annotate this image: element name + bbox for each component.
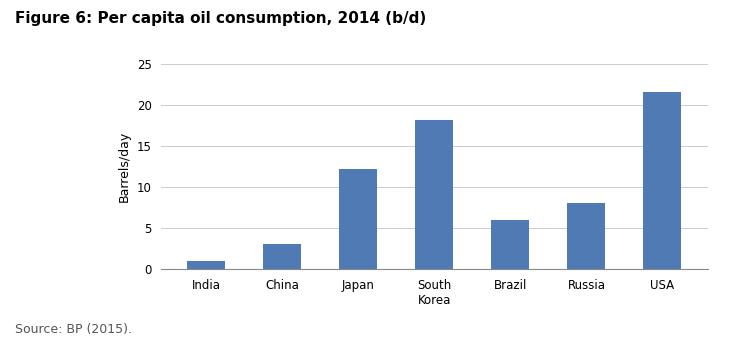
Y-axis label: Barrels/day: Barrels/day [118,131,131,202]
Text: Figure 6: Per capita oil consumption, 2014 (b/d): Figure 6: Per capita oil consumption, 20… [15,11,426,25]
Bar [567,202,605,269]
Bar [264,244,301,269]
Bar [643,92,682,269]
Bar [415,120,453,269]
Text: Source: BP (2015).: Source: BP (2015). [15,323,131,336]
Bar [491,220,529,269]
Bar [339,169,377,269]
Bar [187,261,226,269]
